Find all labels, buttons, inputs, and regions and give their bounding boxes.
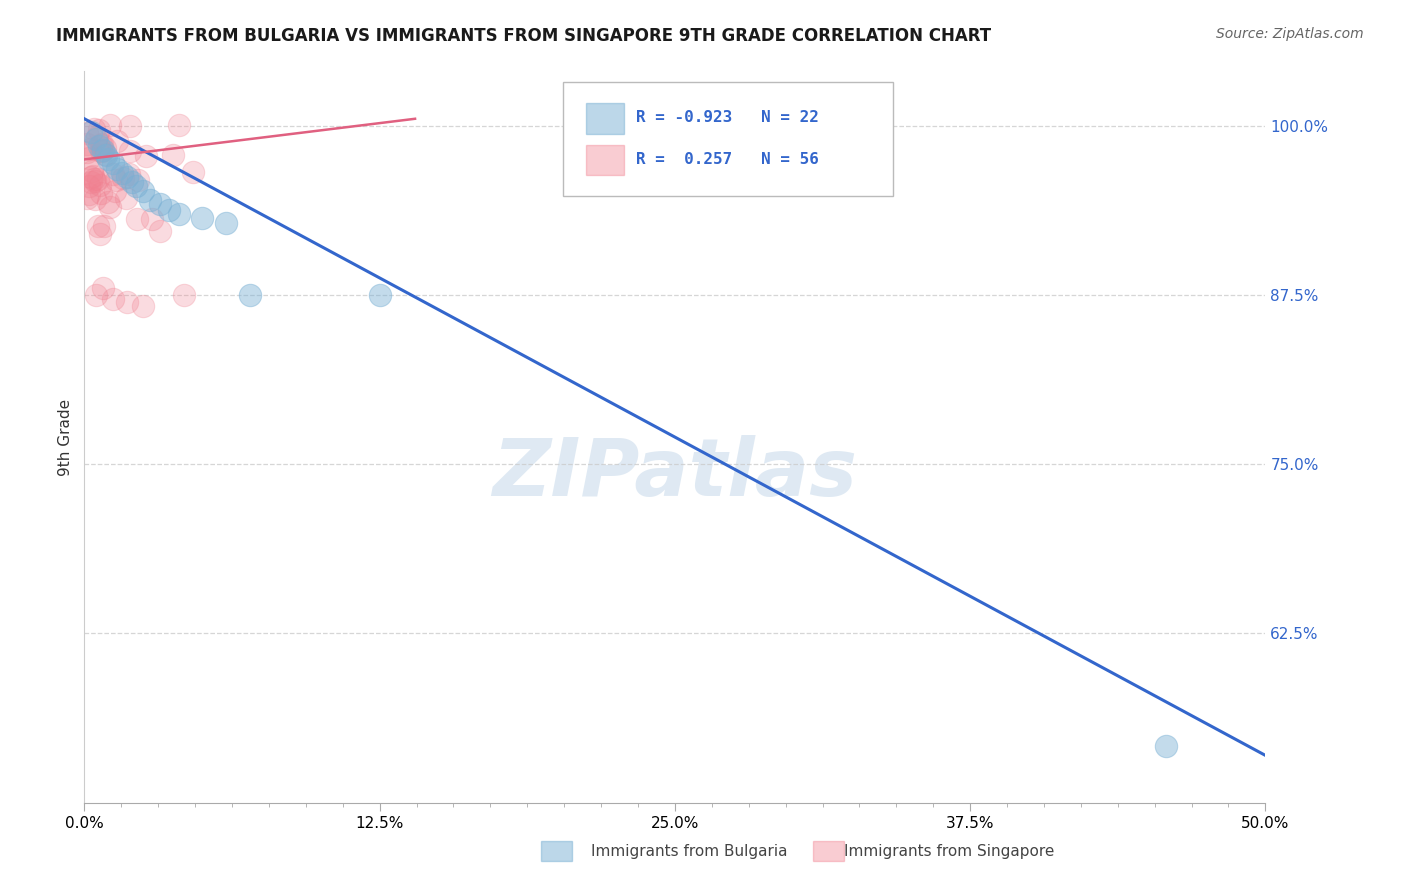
Text: ZIPatlas: ZIPatlas (492, 434, 858, 513)
Point (80, 125, 103, 139)
Point (87, 139, 110, 153)
Point (125, 211, 148, 226)
Point (89, 178, 111, 192)
Bar (586, 145, 624, 175)
Bar (813, 841, 844, 861)
Point (191, 211, 214, 225)
Point (90, 186, 112, 201)
Text: IMMIGRANTS FROM BULGARIA VS IMMIGRANTS FROM SINGAPORE 9TH GRADE CORRELATION CHAR: IMMIGRANTS FROM BULGARIA VS IMMIGRANTS F… (56, 27, 991, 45)
Point (107, 161, 129, 176)
Point (76, 191, 98, 205)
Point (82, 169, 104, 184)
Point (94, 140, 117, 154)
Point (83, 122, 105, 136)
Point (83, 172, 105, 186)
Point (101, 167, 124, 181)
Point (118, 145, 141, 159)
Point (76, 126, 98, 140)
Point (79, 179, 101, 194)
Point (141, 211, 163, 226)
Point (89, 122, 111, 136)
Point (239, 288, 262, 302)
Point (90, 137, 112, 152)
Bar (541, 841, 572, 861)
Point (87, 219, 110, 234)
Point (115, 294, 138, 309)
Point (105, 134, 128, 148)
Point (98, 200, 121, 214)
Point (86, 172, 108, 186)
Y-axis label: 9th Grade: 9th Grade (58, 399, 73, 475)
Point (91, 143, 114, 157)
Point (139, 193, 162, 207)
Point (118, 167, 141, 181)
Point (104, 184, 127, 198)
Point (76, 145, 98, 160)
Text: R = -0.923   N = 22: R = -0.923 N = 22 (636, 110, 818, 125)
Point (91, 281, 114, 295)
Text: Immigrants from Singapore: Immigrants from Singapore (844, 845, 1054, 859)
Point (169, 118, 191, 132)
Point (132, 184, 155, 198)
Point (84, 288, 107, 302)
Point (162, 148, 184, 162)
Point (115, 191, 138, 205)
Point (97, 195, 120, 210)
Point (100, 118, 122, 132)
Point (1154, 739, 1177, 753)
Bar (586, 103, 624, 134)
Point (90, 144, 112, 158)
Point (132, 299, 155, 313)
Text: Immigrants from Bulgaria: Immigrants from Bulgaria (591, 845, 787, 859)
Point (76, 137, 98, 152)
Point (79, 142, 101, 156)
Point (368, 288, 391, 302)
Point (80, 170, 103, 185)
Point (90, 144, 112, 158)
Point (173, 288, 195, 302)
Point (97, 153, 120, 167)
Point (181, 165, 204, 179)
Point (149, 224, 172, 238)
Point (84, 192, 107, 206)
Point (80, 175, 103, 189)
Point (101, 292, 124, 306)
Point (80, 163, 103, 178)
Point (121, 176, 143, 190)
Point (127, 172, 149, 186)
Point (125, 179, 148, 194)
Point (111, 166, 134, 180)
Point (89, 227, 111, 241)
Point (111, 171, 134, 186)
Text: Source: ZipAtlas.com: Source: ZipAtlas.com (1216, 27, 1364, 41)
Point (94, 148, 117, 162)
Point (94, 146, 117, 161)
Point (93, 219, 115, 233)
FancyBboxPatch shape (562, 82, 893, 195)
Point (215, 216, 238, 230)
Point (115, 169, 138, 184)
Point (104, 173, 127, 187)
Point (77, 187, 100, 202)
Text: R =  0.257   N = 56: R = 0.257 N = 56 (636, 152, 818, 167)
Point (167, 206, 190, 220)
Point (77, 151, 100, 165)
Point (101, 156, 124, 170)
Point (157, 202, 180, 217)
Point (135, 149, 157, 163)
Point (118, 119, 141, 133)
Point (86, 130, 108, 145)
Point (90, 137, 112, 152)
Point (83, 173, 105, 187)
Point (84, 132, 107, 146)
Point (149, 197, 172, 211)
